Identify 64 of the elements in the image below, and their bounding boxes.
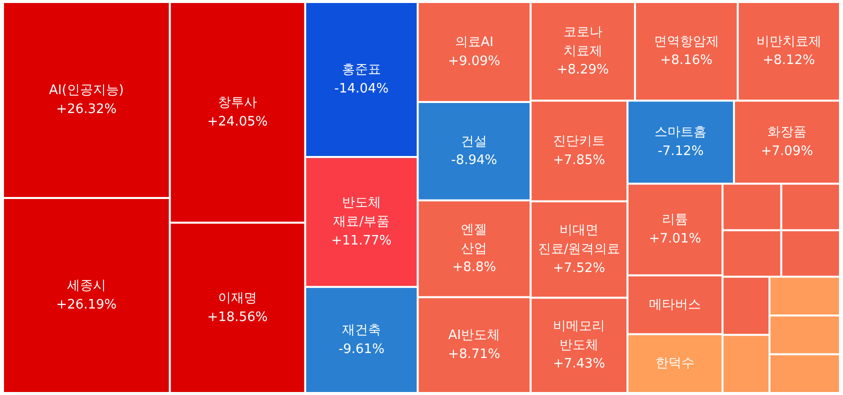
data-label: +7.43% [552,356,606,372]
category-label: 비메모리 반도체 [553,319,606,353]
data-label: +9.09% [448,54,500,69]
cell: 메타버스 [628,276,722,334]
category-label: 한덕수 [655,356,694,372]
cell: 재건축 -9.61% [306,288,417,392]
data-label: +7.52% [552,260,606,276]
category-label: 진단키트 [553,134,606,150]
cell: 면역항암제 +8.16% [636,3,737,100]
category-label: 세종시 [66,278,106,294]
category-label: 이재명 [218,290,257,306]
cell: 홍준표 -14.04% [306,3,417,156]
category-label: 코로나 치료제 [563,24,602,59]
data-label: -7.12% [658,144,704,160]
category-label: 의료AI [454,35,494,50]
category-label: 스마트홈 [654,125,707,140]
cell: 세종시 +26.19% [4,198,169,392]
cell: 건설 -8.94% [418,103,530,200]
category-label: 엔젤 산업 [461,222,488,256]
data-label: +24.05% [207,114,268,130]
category-label: AI반도체 [448,328,500,344]
data-label: +8.8% [452,260,496,276]
category-label: 리튬 [662,212,688,228]
data-label: +8.71% [448,347,500,362]
data-label: -14.04% [334,81,389,96]
data-label: +7.85% [552,152,606,168]
category-label: AI(인공지능) [48,83,124,98]
category-label: 화장품 [767,125,806,140]
data-label: +7.09% [760,144,814,160]
data-label: +11.77% [331,233,392,248]
data-label: +8.12% [762,53,815,68]
cell: 진단키트 +7.85% [532,102,626,200]
data-label: -9.61% [338,342,384,357]
cell: 코로나 치료제 +8.29% [532,3,634,100]
data-label: +18.56% [207,310,268,325]
cell: 한덕수 [628,335,722,392]
data-label: +7.01% [648,231,702,246]
category-label: 비만치료제 [756,34,822,50]
category-label: 반도체 재료/부품 [333,196,390,230]
cell: 엔젤 산업 +8.8% [418,201,530,296]
data-label: +8.29% [556,62,609,78]
cell: 창투사 +24.05% [170,3,304,222]
cell: 의료AI +9.09% [418,3,530,101]
category-label: 홍준표 [342,62,381,78]
cell: 이재명 +18.56% [170,224,304,392]
category-label: 비대면 진료/원격의료 [538,223,620,258]
cell: 비대면 진료/원격의료 +7.52% [532,202,626,297]
cell: 비메모리 반도체 +7.43% [532,298,626,392]
data-label: -8.94% [451,153,498,168]
data-label: +26.32% [56,102,117,117]
data-label: +8.16% [660,53,712,68]
category-label: 창투사 [218,95,257,110]
category-label: 메타버스 [648,297,701,312]
cell: AI(인공지능) +26.32% [4,3,169,197]
cell: 비만치료제 +8.12% [738,3,839,100]
cell: 리튬 +7.01% [628,184,722,274]
category-label: 재건축 [342,323,381,338]
cell: AI반도체 +8.71% [418,298,530,392]
category-label: 건설 [461,134,488,150]
cell: 화장품 +7.09% [734,102,839,183]
cell: 스마트홈 -7.12% [628,102,733,183]
data-label: +26.19% [56,297,117,312]
category-label: 면역항암제 [654,34,719,50]
cell: 반도체 재료/부품 +11.77% [306,158,417,286]
